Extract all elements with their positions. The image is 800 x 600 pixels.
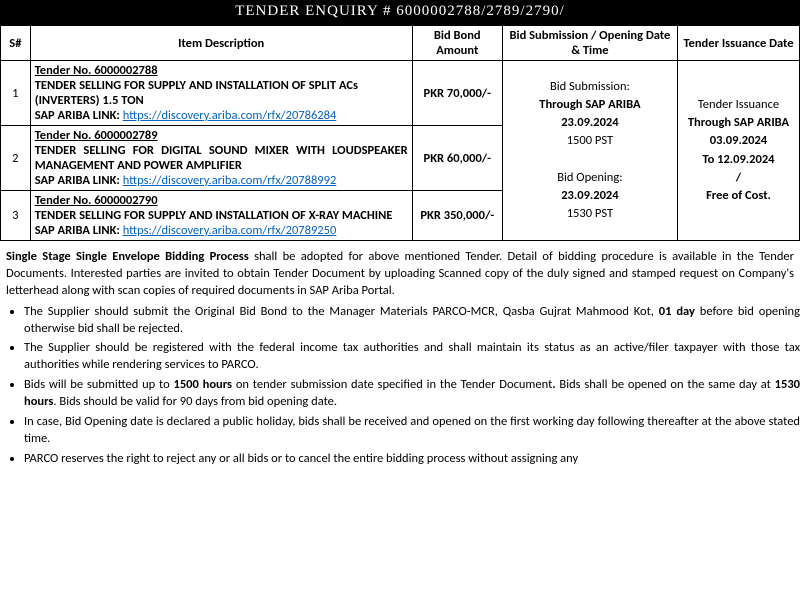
iss-line-bold: To 12.09.2024: [702, 152, 774, 167]
sub-line-bold: 23.09.2024: [561, 188, 618, 203]
bullet-item: Bids will be submitted up to 1500 hours …: [24, 377, 800, 411]
sub-line: Bid Submission:: [550, 79, 630, 94]
cell-issuance: Tender Issuance Through SAP ARIBA 03.09.…: [677, 61, 799, 241]
intro-paragraph: Single Stage Single Envelope Bidding Pro…: [0, 241, 800, 300]
bullet-text: Bids will be submitted up to: [24, 377, 173, 392]
bullet-bold: 1500 hours: [173, 377, 232, 392]
sub-line-bold: 23.09.2024: [561, 115, 618, 130]
col-header-sn: S#: [1, 26, 31, 61]
tender-table: S# Item Description Bid Bond Amount Bid …: [0, 25, 800, 241]
bullet-item: In case, Bid Opening date is declared a …: [24, 414, 800, 448]
cell-bond: PKR 350,000/-: [412, 191, 502, 241]
header-bar: TENDER ENQUIRY # 6000002788/2789/2790/: [0, 0, 800, 25]
bullet-text: . Bids should be valid for 90 days from …: [53, 394, 337, 409]
cell-bond: PKR 70,000/-: [412, 61, 502, 126]
ariba-link-label: SAP ARIBA LINK:: [35, 223, 120, 238]
tender-desc: TENDER SELLING FOR SUPPLY AND INSTALLATI…: [35, 78, 408, 108]
tender-number: Tender No. 6000002788: [35, 63, 408, 78]
iss-line-bold: Free of Cost.: [706, 188, 771, 203]
ariba-link[interactable]: https://discovery.ariba.com/rfx/20788992: [123, 173, 337, 188]
ariba-link-label: SAP ARIBA LINK:: [35, 173, 120, 188]
cell-sn: 3: [1, 191, 31, 241]
col-header-desc: Item Description: [30, 26, 412, 61]
bullet-text: PARCO reserves the right to reject any o…: [24, 451, 578, 466]
bullet-item: The Supplier should be registered with t…: [24, 340, 800, 374]
ariba-link[interactable]: https://discovery.ariba.com/rfx/20786284: [123, 108, 337, 123]
bullet-list: The Supplier should submit the Original …: [0, 304, 800, 468]
cell-sn: 2: [1, 126, 31, 191]
bullet-bold: 01 day: [659, 304, 695, 319]
cell-desc: Tender No. 6000002789 TENDER SELLING FOR…: [30, 126, 412, 191]
col-header-submission: Bid Submission / Opening Date & Time: [502, 26, 677, 61]
cell-sn: 1: [1, 61, 31, 126]
tender-desc: TENDER SELLING FOR DIGITAL SOUND MIXER W…: [35, 143, 408, 173]
cell-bond: PKR 60,000/-: [412, 126, 502, 191]
bullet-item: PARCO reserves the right to reject any o…: [24, 451, 800, 468]
bullet-text: on tender submission date specified in t…: [232, 377, 552, 392]
table-header-row: S# Item Description Bid Bond Amount Bid …: [1, 26, 800, 61]
intro-lead-bold: Single Stage Single Envelope Bidding Pro…: [6, 249, 249, 264]
col-header-issuance: Tender Issuance Date: [677, 26, 799, 61]
col-header-bond: Bid Bond Amount: [412, 26, 502, 61]
iss-line: Tender Issuance: [698, 97, 779, 112]
sub-line: 1500 PST: [567, 133, 613, 148]
table-row: 1 Tender No. 6000002788 TENDER SELLING F…: [1, 61, 800, 126]
cell-desc: Tender No. 6000002788 TENDER SELLING FOR…: [30, 61, 412, 126]
iss-line-bold: Through SAP ARIBA: [688, 115, 789, 130]
iss-line-bold: /: [736, 170, 741, 185]
sub-line: Bid Opening:: [557, 170, 622, 185]
iss-line-bold: 03.09.2024: [710, 133, 767, 148]
bullet-text: The Supplier should submit the Original …: [24, 304, 659, 319]
sub-line: 1530 PST: [567, 206, 613, 221]
ariba-link[interactable]: https://discovery.ariba.com/rfx/20789250: [123, 223, 337, 238]
sub-line-bold: Through SAP ARIBA: [539, 97, 640, 112]
tender-desc: TENDER SELLING FOR SUPPLY AND INSTALLATI…: [35, 208, 408, 223]
cell-desc: Tender No. 6000002790 TENDER SELLING FOR…: [30, 191, 412, 241]
bullet-text: In case, Bid Opening date is declared a …: [24, 414, 800, 446]
tender-number: Tender No. 6000002789: [35, 128, 408, 143]
bullet-text: The Supplier should be registered with t…: [24, 340, 800, 372]
ariba-link-label: SAP ARIBA LINK:: [35, 108, 120, 123]
bullet-text: Bids shall be opened on the same day at: [556, 377, 775, 392]
tender-number: Tender No. 6000002790: [35, 193, 408, 208]
cell-submission: Bid Submission: Through SAP ARIBA 23.09.…: [502, 61, 677, 241]
header-title: TENDER ENQUIRY # 6000002788/2789/2790/: [235, 3, 565, 19]
bullet-item: The Supplier should submit the Original …: [24, 304, 800, 338]
